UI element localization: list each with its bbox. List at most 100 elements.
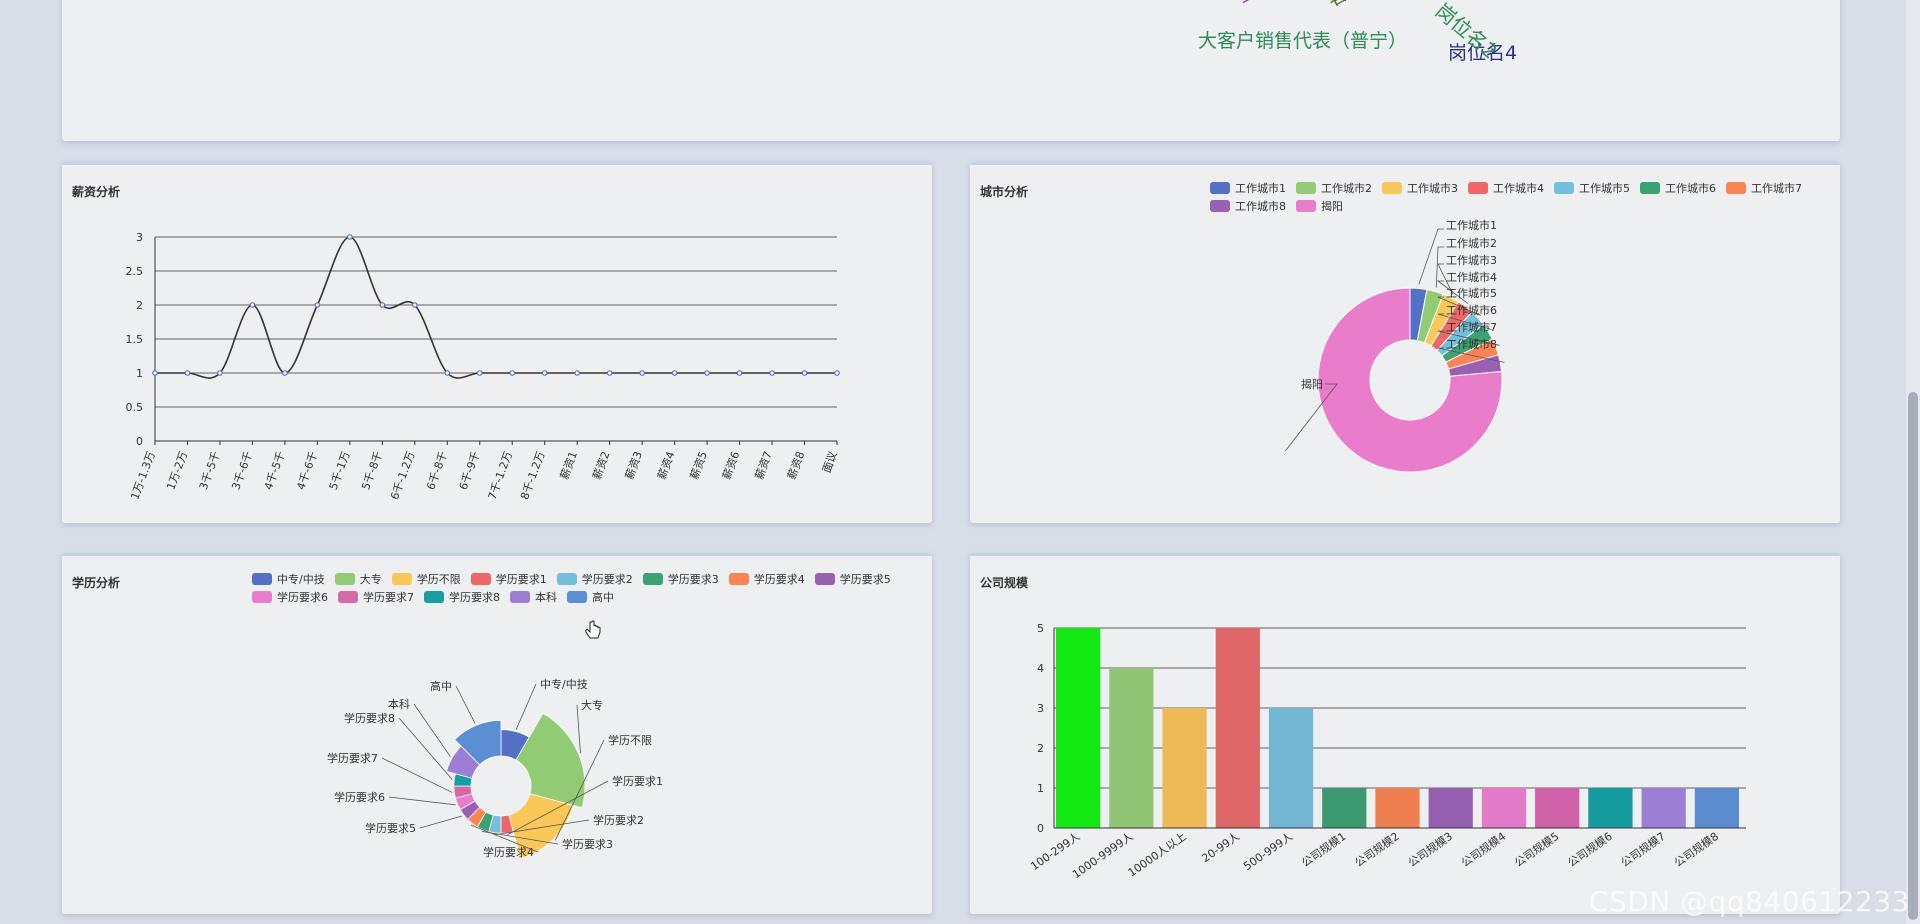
legend-item[interactable]: 工作城市3 — [1382, 179, 1458, 197]
x-tick-label: 6千-8千 — [424, 450, 450, 492]
legend-item[interactable]: 学历要求1 — [470, 570, 547, 588]
bar — [1215, 628, 1260, 828]
x-tick-label: 公司规模2 — [1352, 829, 1402, 870]
legend-swatch — [1210, 182, 1230, 194]
x-tick-label: 公司规模3 — [1405, 829, 1455, 870]
legend-item[interactable]: 学历要求6 — [252, 588, 328, 606]
slice-label: 中专/中技 — [540, 677, 588, 691]
legend-item[interactable]: 学历要求3 — [642, 570, 719, 588]
salary-line — [154, 236, 837, 379]
x-tick-label: 1万-2万 — [164, 450, 190, 492]
legend-item[interactable]: 学历不限 — [391, 570, 461, 588]
leader-line — [419, 815, 463, 829]
legend-swatch — [728, 573, 749, 585]
legend-item[interactable]: 高中 — [567, 588, 614, 606]
leader-line — [381, 757, 453, 793]
data-point — [217, 370, 223, 376]
slice-label: 学历要求8 — [344, 711, 395, 725]
slice-label: 本科 — [388, 697, 410, 711]
legend-item[interactable]: 本科 — [510, 588, 557, 606]
leader-line — [1437, 263, 1454, 295]
legend-swatch — [1640, 182, 1660, 194]
legend-swatch — [252, 573, 272, 585]
data-point — [282, 370, 288, 376]
x-tick-label: 公司规模4 — [1458, 829, 1508, 870]
leader-line — [554, 739, 605, 841]
legend-item[interactable]: 学历要求2 — [556, 570, 633, 588]
legend-item[interactable]: 学历要求4 — [728, 570, 805, 588]
hand-cursor-icon — [585, 620, 601, 639]
education-legend: 中专/中技 大专 学历不限 学历要求1 学历要求2 学历要求3 学历要求4 学历要求5 学历要求… — [252, 570, 932, 606]
y-tick-label: 2 — [1037, 742, 1044, 755]
legend-item[interactable]: 工作城市1 — [1210, 179, 1286, 197]
wordcloud-word: 客服 — [1323, 0, 1370, 11]
legend-swatch — [334, 573, 355, 585]
legend-label: 学历要求6 — [277, 591, 328, 604]
scrollbar-thumb[interactable] — [1908, 392, 1918, 920]
legend-item[interactable]: 学历要求7 — [338, 588, 414, 606]
legend-swatch — [814, 573, 835, 585]
slice-label: 大专 — [581, 698, 603, 712]
x-tick-label: 4千-6千 — [294, 450, 320, 492]
bar — [1268, 708, 1314, 828]
legend-swatch — [510, 591, 530, 603]
legend-item[interactable]: 中专/中技 — [252, 570, 325, 588]
leader-line — [470, 824, 539, 853]
y-tick-label: 2 — [136, 299, 143, 312]
slice-label: 工作城市7 — [1446, 320, 1497, 334]
x-tick-label: 薪资1 — [558, 450, 580, 482]
legend-label: 工作城市6 — [1665, 182, 1716, 195]
x-tick-label: 公司规模7 — [1618, 829, 1668, 870]
legend-item[interactable]: 工作城市7 — [1726, 179, 1802, 197]
slice-label: 高中 — [430, 679, 452, 693]
slice-label: 工作城市2 — [1446, 236, 1497, 250]
slice-label: 学历要求4 — [483, 845, 534, 859]
legend-label: 揭阳 — [1321, 200, 1343, 213]
bar — [1322, 788, 1367, 828]
legend-swatch — [391, 573, 412, 585]
legend-label: 工作城市5 — [1579, 182, 1630, 195]
bar — [1109, 668, 1154, 828]
legend-item[interactable]: 学历要求5 — [814, 570, 891, 588]
data-point — [184, 370, 191, 376]
bar — [1694, 788, 1739, 828]
legend-swatch — [642, 573, 663, 585]
legend-swatch — [556, 573, 577, 585]
bar — [1641, 788, 1686, 828]
bar — [1428, 788, 1473, 828]
data-point — [671, 370, 678, 376]
x-tick-label: 薪资6 — [720, 450, 742, 482]
x-tick-label: 公司规模8 — [1671, 829, 1721, 870]
leader-line — [507, 780, 609, 836]
legend-item[interactable]: 工作城市5 — [1554, 179, 1630, 197]
legend-item[interactable]: 工作城市2 — [1296, 179, 1372, 197]
leader-line — [1437, 347, 1505, 363]
x-tick-label: 薪资2 — [590, 450, 612, 482]
legend-item[interactable]: 工作城市4 — [1468, 179, 1544, 197]
legend-label: 学历不限 — [416, 573, 461, 586]
y-tick-label: 5 — [1037, 622, 1044, 635]
slice-label: 学历要求1 — [612, 774, 663, 788]
legend-swatch — [567, 591, 587, 603]
legend-swatch — [1382, 182, 1402, 194]
slice-label: 工作城市8 — [1446, 337, 1497, 351]
data-point — [249, 302, 256, 308]
legend-label: 本科 — [535, 591, 557, 604]
legend-item[interactable]: 学历要求8 — [424, 588, 500, 606]
x-tick-label: 公司规模5 — [1512, 829, 1562, 870]
page-scrollbar[interactable] — [1906, 0, 1920, 924]
legend-item[interactable]: 大专 — [334, 570, 382, 588]
legend-item[interactable]: 工作城市8 — [1210, 197, 1286, 215]
legend-item[interactable]: 工作城市6 — [1640, 179, 1716, 197]
data-point — [574, 370, 580, 376]
watermark: CSDN @qq840612233 — [1588, 885, 1910, 918]
donut-slice — [1317, 287, 1503, 473]
legend-label: 大专 — [359, 573, 382, 586]
y-tick-label: 0 — [136, 435, 143, 448]
rose-slice — [508, 793, 574, 859]
bar — [1535, 788, 1580, 828]
slice-label: 学历要求5 — [365, 821, 416, 835]
y-tick-label: 0 — [1037, 822, 1044, 835]
legend-item[interactable]: 揭阳 — [1296, 197, 1343, 215]
